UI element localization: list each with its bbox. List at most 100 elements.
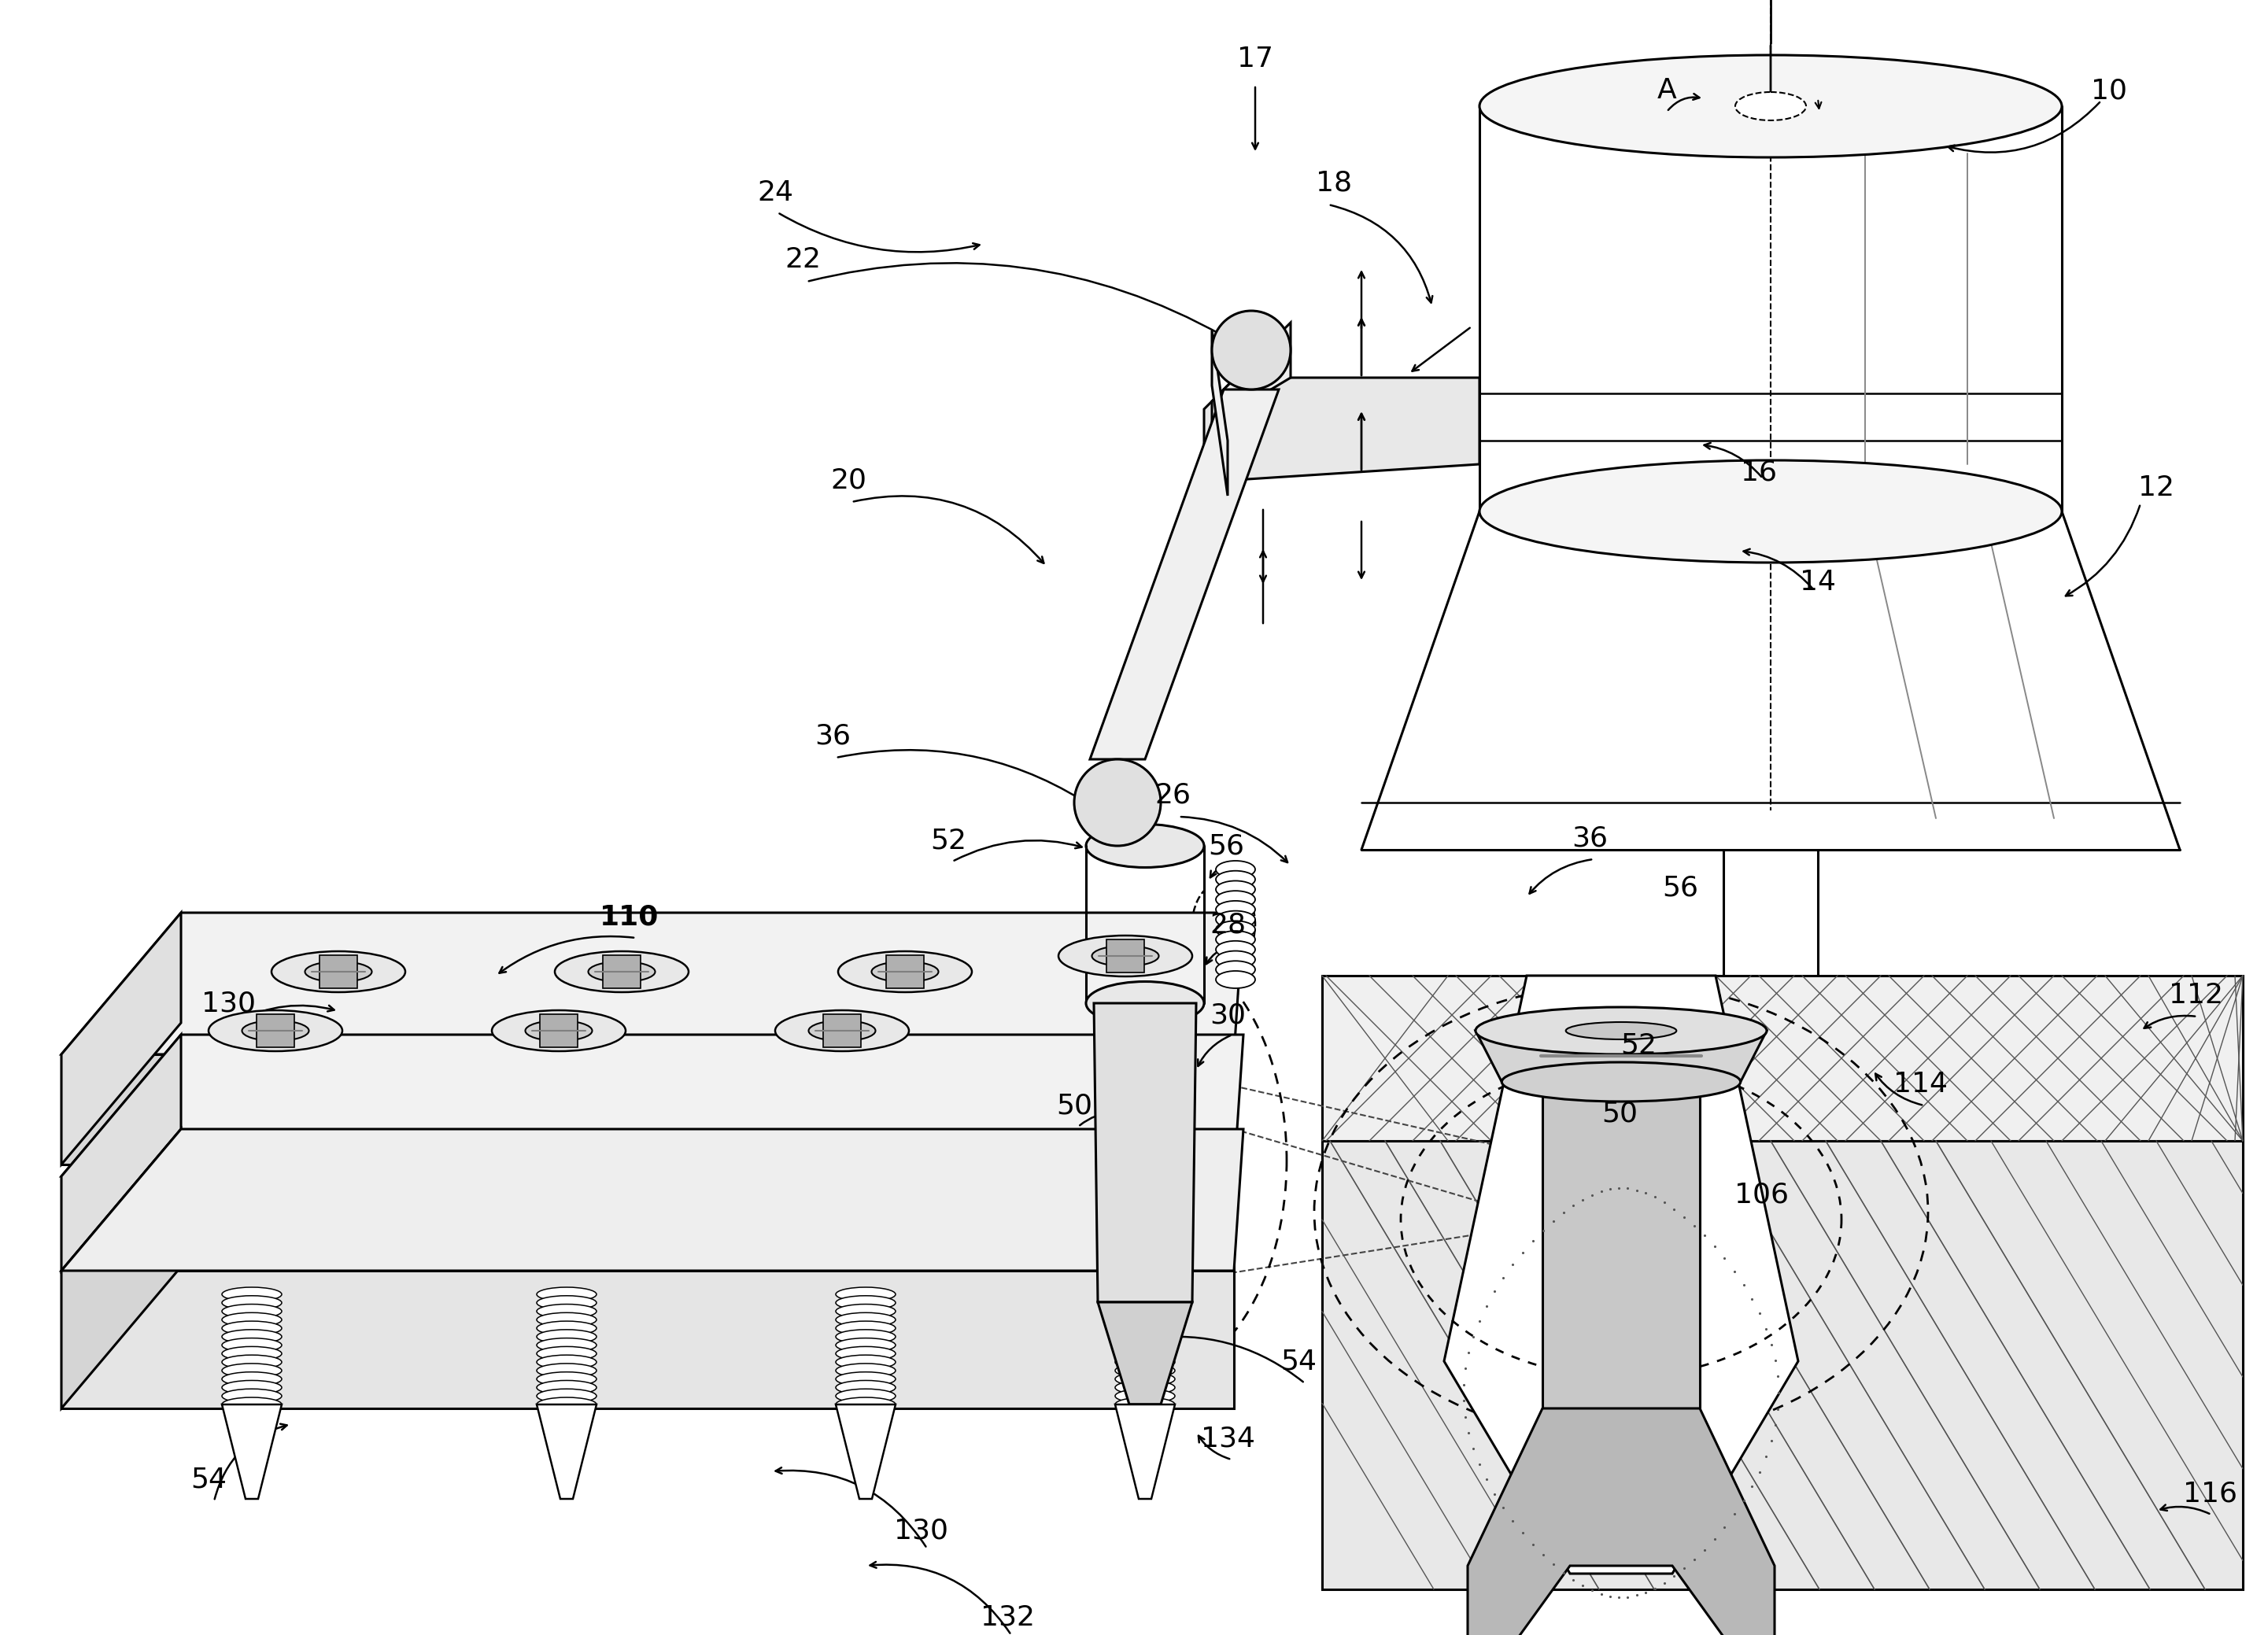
Text: 110: 110 (601, 903, 660, 930)
Polygon shape (222, 1404, 281, 1499)
Ellipse shape (304, 961, 372, 983)
Ellipse shape (1216, 901, 1254, 919)
Text: 36: 36 (1572, 824, 1608, 852)
Ellipse shape (538, 1364, 596, 1378)
Polygon shape (1542, 1094, 1699, 1408)
Polygon shape (256, 1014, 295, 1046)
Circle shape (1075, 759, 1161, 845)
Ellipse shape (839, 952, 973, 992)
Circle shape (1211, 311, 1290, 389)
Polygon shape (61, 1130, 1243, 1270)
Text: 50: 50 (1057, 1092, 1093, 1118)
Text: 24: 24 (758, 180, 794, 206)
Ellipse shape (835, 1313, 896, 1328)
Ellipse shape (835, 1321, 896, 1336)
Ellipse shape (1086, 981, 1204, 1025)
Ellipse shape (538, 1305, 596, 1318)
Polygon shape (61, 1270, 1234, 1408)
Ellipse shape (538, 1337, 596, 1352)
Ellipse shape (1216, 891, 1254, 907)
Ellipse shape (1116, 1295, 1175, 1310)
Ellipse shape (835, 1398, 896, 1411)
Ellipse shape (1116, 1287, 1175, 1301)
Ellipse shape (222, 1329, 281, 1344)
Ellipse shape (1216, 860, 1254, 878)
Ellipse shape (1091, 945, 1159, 966)
Polygon shape (1445, 976, 1799, 1573)
Ellipse shape (222, 1347, 281, 1360)
Polygon shape (1322, 976, 2243, 1141)
Ellipse shape (222, 1287, 281, 1301)
Polygon shape (1098, 1301, 1193, 1404)
Polygon shape (61, 912, 181, 1164)
Ellipse shape (1116, 1329, 1175, 1344)
Ellipse shape (835, 1305, 896, 1318)
Text: 10: 10 (2091, 77, 2127, 105)
Ellipse shape (1116, 1372, 1175, 1386)
Text: 16: 16 (1742, 459, 1776, 486)
Ellipse shape (1116, 1337, 1175, 1352)
Ellipse shape (1216, 930, 1254, 948)
Ellipse shape (222, 1380, 281, 1395)
Text: 106: 106 (1735, 1180, 1789, 1208)
Text: 18: 18 (1315, 168, 1352, 196)
Ellipse shape (538, 1287, 596, 1301)
Text: 132: 132 (980, 1604, 1034, 1630)
Ellipse shape (835, 1347, 896, 1360)
Ellipse shape (538, 1313, 596, 1328)
Ellipse shape (1116, 1305, 1175, 1318)
Ellipse shape (835, 1287, 896, 1301)
Ellipse shape (1479, 56, 2062, 157)
Ellipse shape (1216, 952, 1254, 968)
Ellipse shape (209, 1010, 342, 1051)
Polygon shape (61, 912, 1243, 1055)
Polygon shape (1211, 330, 1227, 495)
Ellipse shape (272, 952, 406, 992)
Ellipse shape (1086, 824, 1204, 868)
Ellipse shape (835, 1372, 896, 1386)
Ellipse shape (556, 952, 689, 992)
Text: 116: 116 (2182, 1480, 2236, 1507)
Ellipse shape (1116, 1347, 1175, 1360)
Ellipse shape (526, 1020, 592, 1041)
Ellipse shape (538, 1347, 596, 1360)
Text: 26: 26 (1154, 782, 1191, 808)
Polygon shape (887, 955, 923, 988)
Ellipse shape (222, 1295, 281, 1310)
Text: 14: 14 (1801, 569, 1837, 595)
Ellipse shape (1479, 461, 2062, 562)
Ellipse shape (1216, 871, 1254, 888)
Ellipse shape (1565, 1022, 1676, 1040)
Text: 56: 56 (1209, 832, 1245, 860)
Ellipse shape (1216, 881, 1254, 898)
Polygon shape (61, 1055, 1234, 1164)
Polygon shape (61, 1035, 1243, 1176)
Polygon shape (1204, 378, 1479, 481)
Text: 50: 50 (1601, 1100, 1637, 1127)
Text: 112: 112 (2168, 983, 2223, 1009)
Polygon shape (1116, 1404, 1175, 1499)
Polygon shape (61, 1130, 181, 1408)
Polygon shape (320, 955, 356, 988)
Ellipse shape (243, 1020, 308, 1041)
Ellipse shape (538, 1329, 596, 1344)
Ellipse shape (1116, 1364, 1175, 1378)
Ellipse shape (222, 1388, 281, 1403)
Polygon shape (835, 1404, 896, 1499)
Text: 54: 54 (191, 1467, 227, 1493)
Ellipse shape (538, 1372, 596, 1386)
Ellipse shape (835, 1355, 896, 1368)
Text: 134: 134 (1200, 1426, 1254, 1452)
Ellipse shape (1501, 1063, 1740, 1102)
Ellipse shape (1116, 1313, 1175, 1328)
Ellipse shape (492, 1010, 626, 1051)
Ellipse shape (222, 1337, 281, 1352)
Polygon shape (1107, 940, 1143, 973)
Ellipse shape (1059, 935, 1193, 976)
Ellipse shape (538, 1355, 596, 1368)
Ellipse shape (538, 1388, 596, 1403)
Ellipse shape (835, 1337, 896, 1352)
Ellipse shape (871, 961, 939, 983)
Text: 17: 17 (1236, 46, 1272, 72)
Ellipse shape (1216, 961, 1254, 978)
